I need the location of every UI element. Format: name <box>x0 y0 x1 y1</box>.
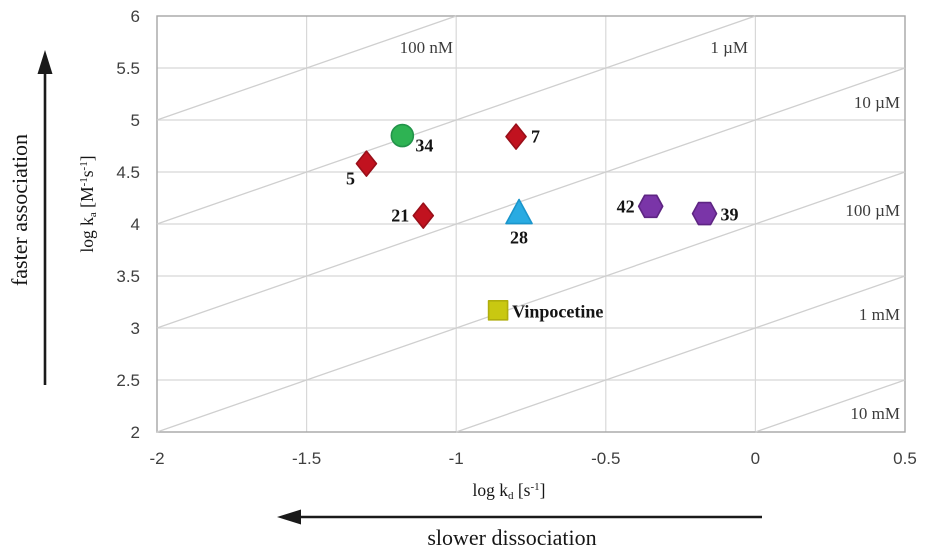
isoaffinity-label: 100 nM <box>400 38 453 57</box>
data-point-label: 42 <box>617 196 635 216</box>
y-tick-label: 4.5 <box>116 163 140 182</box>
data-point-label: 5 <box>346 169 355 189</box>
x-tick-label: -0.5 <box>591 449 620 468</box>
isoaffinity-line <box>156 67 906 329</box>
x-tick-label: -1 <box>449 449 464 468</box>
slower-dissociation-annotation: slower dissociation <box>277 509 762 550</box>
isoaffinity-label: 10 mM <box>850 404 900 423</box>
data-point-34 <box>390 123 415 148</box>
y-tick-label: 5.5 <box>116 59 140 78</box>
x-tick-label: 0.5 <box>893 449 917 468</box>
data-point-label: 7 <box>531 127 540 147</box>
y-tick-label: 6 <box>131 7 140 26</box>
y-axis-title: log ka [M-1s-1] <box>77 155 99 252</box>
isoaffinity-line <box>455 275 906 433</box>
data-point-28 <box>505 198 533 225</box>
x-direction-label: slower dissociation <box>427 525 596 550</box>
isoaffinity-label: 100 µM <box>845 201 900 220</box>
data-point-label: 39 <box>721 205 739 225</box>
x-tick-label: -1.5 <box>292 449 321 468</box>
isoaffinity-label: 1 mM <box>859 305 900 324</box>
y-tick-label: 3 <box>131 319 140 338</box>
data-point-label: Vinpocetine <box>512 301 603 321</box>
y-tick-label: 2 <box>131 423 140 442</box>
isoaffinity-line <box>156 171 906 433</box>
data-point-label: 34 <box>415 136 433 156</box>
y-tick-label: 5 <box>131 111 140 130</box>
isoaffinity-line <box>156 15 457 121</box>
up-arrow-head-icon <box>37 50 53 74</box>
data-points-layer: 5 21 7 34 28 42 39 Vinpocetine <box>346 123 739 321</box>
isoaffinity-label: 1 µM <box>710 38 748 57</box>
left-arrow-head-icon <box>277 509 301 525</box>
isoaffinity-line <box>755 379 906 433</box>
data-point-vinpocetine <box>487 300 509 321</box>
faster-association-annotation: faster association <box>7 50 53 385</box>
y-tick-label: 4 <box>131 215 140 234</box>
data-point-label: 21 <box>391 206 409 226</box>
data-point-label: 28 <box>510 228 528 248</box>
data-point-5 <box>355 150 378 177</box>
x-tick-label: -2 <box>149 449 164 468</box>
isoaffinity-label: 10 µM <box>854 93 900 112</box>
axis-ticks-layer: -2 -1.5 -1 -0.5 0 0.5 6 5.5 5 4.5 4 3.5 3 2.5 2 <box>116 7 916 468</box>
data-point-7 <box>505 123 527 150</box>
y-tick-label: 3.5 <box>116 267 140 286</box>
data-point-21 <box>412 202 435 229</box>
isoaffinity-lines-layer <box>156 15 906 433</box>
y-direction-label: faster association <box>7 134 32 286</box>
x-axis-title: log kd [s-1] <box>472 480 545 502</box>
isoaffinity-labels-layer: 100 nM 1 µM 10 µM 100 µM 1 mM 10 mM <box>400 38 900 423</box>
isoaffinity-line <box>156 15 756 225</box>
x-tick-label: 0 <box>751 449 760 468</box>
data-point-39 <box>691 201 718 226</box>
y-tick-label: 2.5 <box>116 371 140 390</box>
data-point-42 <box>637 194 664 219</box>
